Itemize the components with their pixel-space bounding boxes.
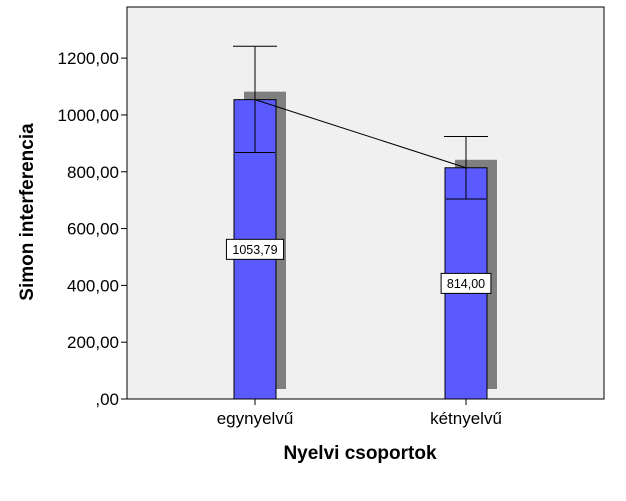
y-tick-label: 1000,00 [58,106,119,125]
y-axis-title: Simon interferencia [17,123,38,301]
data-label: 814,00 [447,277,485,291]
y-tick-label: 200,00 [67,333,119,352]
y-tick-label: 400,00 [67,276,119,295]
plot-frame [126,6,605,400]
y-tick-label: 800,00 [67,163,119,182]
y-tick-label: 600,00 [67,220,119,239]
mean-connector-line [254,99,467,169]
data-label-box [225,238,285,260]
data-label: 1053,79 [232,243,277,257]
y-tick-label: ,00 [95,390,119,409]
x-tick-label: egynyelvű [217,409,294,428]
x-axis-title: Nyelvi csoportok [283,443,437,464]
x-tick-label: kétnyelvű [430,409,502,428]
plot-area [127,7,604,399]
data-label-box [440,272,492,294]
y-tick-label: 1200,00 [58,49,119,68]
